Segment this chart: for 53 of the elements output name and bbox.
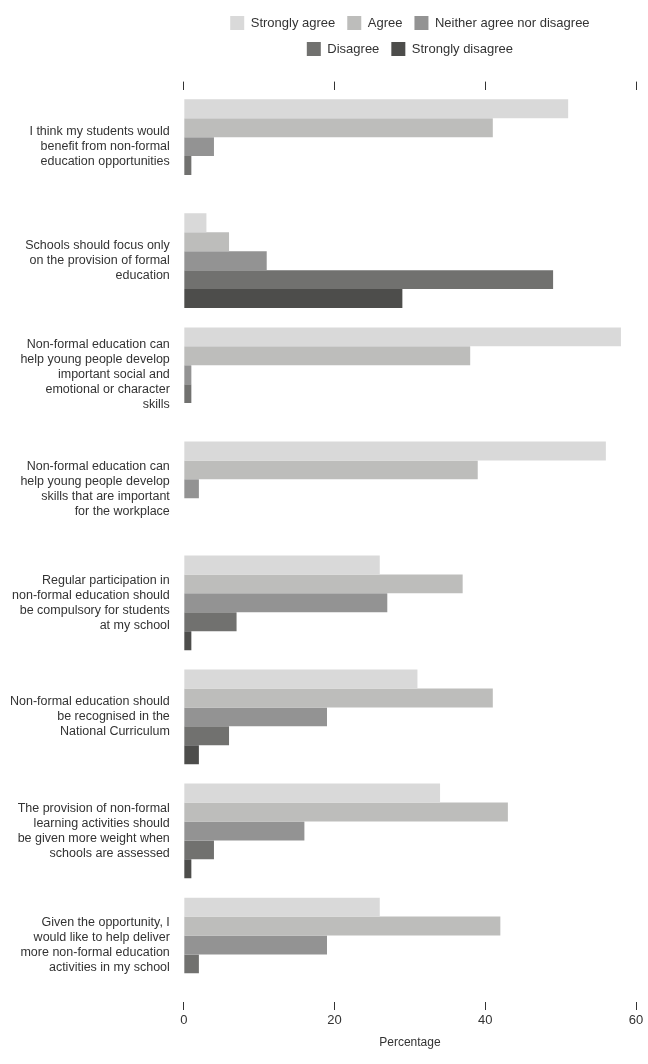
bar xyxy=(184,441,606,461)
bar xyxy=(184,783,441,803)
bar xyxy=(184,251,267,271)
x-tick-label: 0 xyxy=(180,1012,188,1028)
bar xyxy=(184,574,463,594)
legend-label: Strongly disagree xyxy=(411,40,514,56)
bar xyxy=(184,840,214,860)
y-tick-label: I think my students would benefit from non-formal education opportunities xyxy=(29,124,170,169)
bar xyxy=(184,137,214,157)
y-tick-label: Regular participation in non-formal education should be compulsory for students at my school xyxy=(12,572,170,632)
bar xyxy=(184,631,192,651)
bar xyxy=(184,707,328,727)
legend-label: Disagree xyxy=(327,40,380,56)
bar xyxy=(184,346,471,366)
bar xyxy=(184,327,621,347)
legend-label: Agree xyxy=(367,14,403,30)
bar xyxy=(184,479,199,499)
bar xyxy=(184,859,192,879)
bar xyxy=(184,726,230,746)
bar xyxy=(184,365,192,385)
bar xyxy=(184,954,199,974)
bar xyxy=(184,99,569,119)
y-tick-label: Non-formal education should be recognised in the National Curriculum xyxy=(9,694,170,739)
x-tick-label: 20 xyxy=(327,1012,342,1028)
y-tick-label: Schools should focus only on the provision of formal education xyxy=(25,238,171,283)
bar xyxy=(184,669,418,689)
bar xyxy=(184,802,508,822)
bar xyxy=(184,612,237,632)
x-tick-label: 60 xyxy=(628,1012,644,1028)
legend-label: Strongly agree xyxy=(250,14,336,30)
bar xyxy=(184,460,478,480)
bar xyxy=(184,688,493,708)
bar xyxy=(184,156,192,176)
bar xyxy=(184,270,554,290)
y-tick-label: Given the opportunity, I would like to help deliver more non-formal education activities in my school xyxy=(20,914,170,974)
bar xyxy=(184,745,199,765)
legend-label: Neither agree nor disagree xyxy=(434,14,590,30)
bar xyxy=(184,384,192,404)
bar xyxy=(184,821,305,841)
bar xyxy=(184,897,380,917)
bar xyxy=(184,935,328,955)
bar xyxy=(184,213,207,233)
bar xyxy=(184,555,380,575)
bar xyxy=(184,118,493,138)
y-tick-label: The provision of non-formal learning activities should be given more weight when schools are assessed xyxy=(17,800,170,860)
bar xyxy=(184,916,501,936)
bar xyxy=(184,232,230,252)
x-axis-title: Percentage xyxy=(379,1035,441,1050)
y-tick-label: Non-formal education can help young people develop skills that are important for the workplace xyxy=(20,458,171,518)
y-tick-label: Non-formal education can help young people develop important social and emotional or character skills xyxy=(20,337,170,412)
bar xyxy=(184,593,388,613)
bar xyxy=(184,289,403,309)
x-tick-label: 40 xyxy=(478,1012,493,1028)
